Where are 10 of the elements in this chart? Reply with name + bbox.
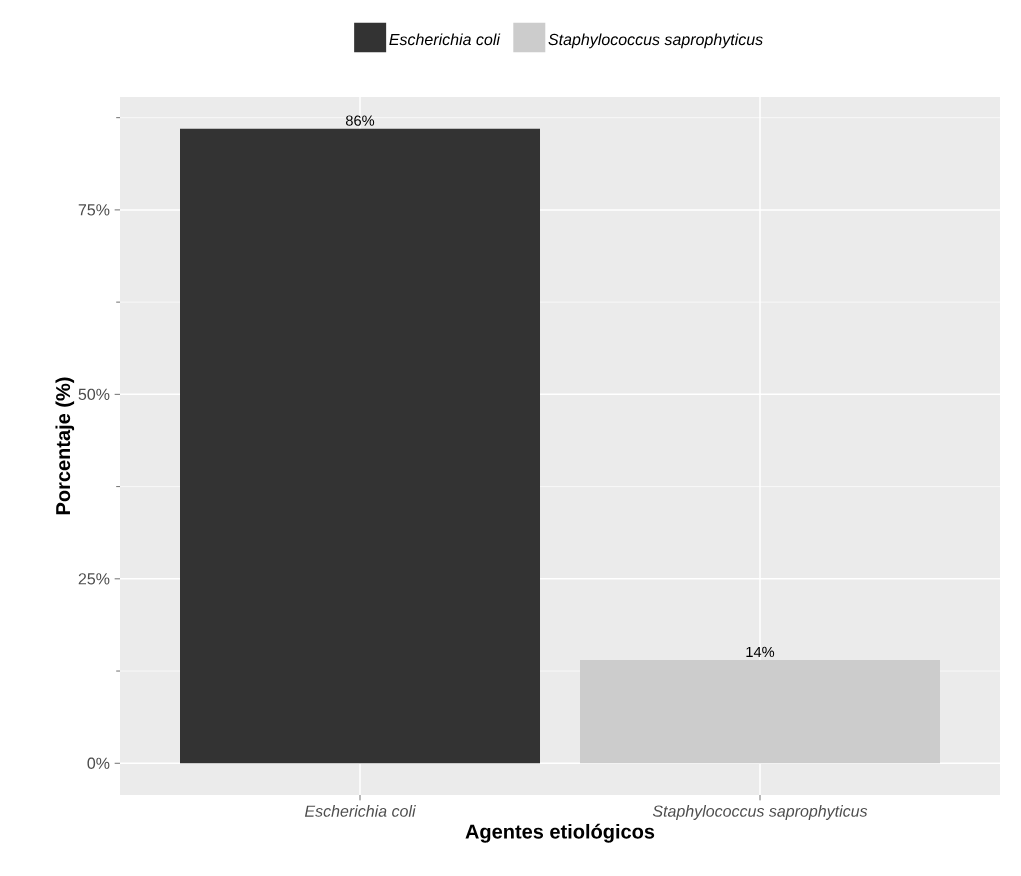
y-tick-label: 50% xyxy=(78,388,110,401)
y-tick-label: 25% xyxy=(78,573,110,585)
y-axis-title: Porcentaje (%) xyxy=(55,377,75,515)
x-axis-title: Agentes etiológicos xyxy=(465,823,655,843)
y-tick-label: 0% xyxy=(87,757,110,769)
data-label: 86% xyxy=(345,115,375,126)
legend-label: Staphylococcus saprophyticus xyxy=(548,33,763,49)
data-label: 14% xyxy=(746,646,775,658)
y-tick-label: 75% xyxy=(78,204,110,216)
legend-label: Escherichia coli xyxy=(389,33,501,46)
